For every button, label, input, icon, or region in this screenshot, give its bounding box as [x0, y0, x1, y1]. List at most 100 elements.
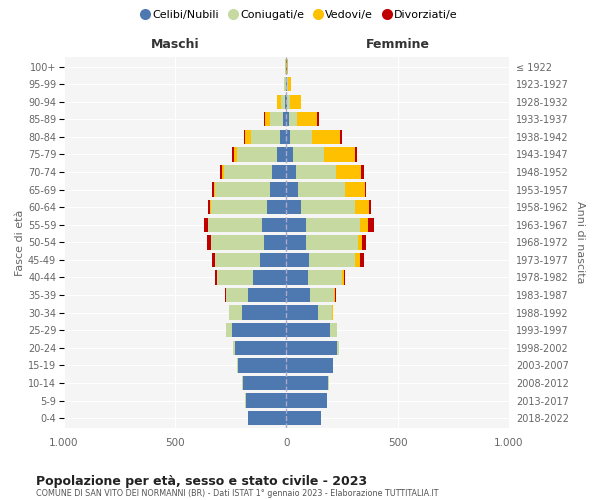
Bar — [208, 218, 262, 232]
Text: Popolazione per età, sesso e stato civile - 2023: Popolazione per età, sesso e stato civil… — [36, 474, 367, 488]
Bar — [251, 130, 280, 144]
Bar — [296, 165, 337, 179]
Bar — [226, 288, 248, 302]
Bar — [248, 411, 286, 426]
Bar — [318, 306, 332, 320]
Bar — [211, 235, 264, 250]
Bar — [285, 94, 286, 109]
Bar — [355, 147, 357, 162]
Bar — [290, 130, 312, 144]
Bar — [332, 358, 334, 372]
Bar — [211, 200, 267, 214]
Bar — [331, 323, 337, 338]
Bar — [220, 165, 222, 179]
Bar — [237, 358, 238, 372]
Bar — [262, 218, 286, 232]
Bar — [345, 182, 365, 197]
Bar — [283, 112, 286, 126]
Bar — [212, 252, 215, 267]
Bar — [286, 94, 287, 109]
Bar — [344, 270, 345, 284]
Bar — [362, 235, 366, 250]
Bar — [335, 288, 336, 302]
Bar — [235, 340, 286, 355]
Bar — [226, 323, 232, 338]
Bar — [286, 182, 298, 197]
Bar — [306, 218, 360, 232]
Bar — [225, 288, 226, 302]
Bar — [286, 252, 310, 267]
Bar — [236, 147, 277, 162]
Bar — [222, 165, 224, 179]
Bar — [270, 182, 286, 197]
Bar — [286, 165, 296, 179]
Bar — [287, 77, 288, 92]
Bar — [229, 306, 242, 320]
Bar — [286, 306, 318, 320]
Bar — [286, 323, 331, 338]
Bar — [242, 306, 286, 320]
Y-axis label: Fasce di età: Fasce di età — [15, 209, 25, 276]
Bar — [306, 235, 358, 250]
Bar — [312, 130, 340, 144]
Bar — [286, 358, 332, 372]
Bar — [233, 340, 235, 355]
Bar — [286, 235, 306, 250]
Bar — [245, 130, 251, 144]
Bar — [232, 323, 286, 338]
Bar — [298, 182, 345, 197]
Bar — [286, 147, 293, 162]
Bar — [232, 147, 234, 162]
Text: Maschi: Maschi — [151, 38, 199, 51]
Bar — [325, 147, 355, 162]
Bar — [334, 288, 335, 302]
Bar — [264, 235, 286, 250]
Bar — [244, 130, 245, 144]
Bar — [286, 411, 321, 426]
Bar — [260, 252, 286, 267]
Bar — [245, 394, 286, 407]
Bar — [224, 165, 272, 179]
Bar — [281, 94, 285, 109]
Bar — [242, 376, 286, 390]
Bar — [265, 112, 270, 126]
Bar — [286, 340, 337, 355]
Bar — [286, 394, 327, 407]
Bar — [270, 112, 283, 126]
Text: Femmine: Femmine — [365, 38, 430, 51]
Bar — [337, 165, 361, 179]
Bar — [272, 165, 286, 179]
Bar — [286, 218, 306, 232]
Bar — [337, 340, 339, 355]
Bar — [214, 182, 215, 197]
Bar — [355, 252, 359, 267]
Bar — [369, 200, 371, 214]
Bar — [290, 94, 301, 109]
Bar — [248, 288, 286, 302]
Bar — [317, 112, 319, 126]
Bar — [210, 200, 211, 214]
Bar — [340, 130, 342, 144]
Bar — [277, 147, 286, 162]
Bar — [267, 200, 286, 214]
Bar — [361, 165, 364, 179]
Bar — [287, 94, 290, 109]
Bar — [234, 147, 236, 162]
Bar — [217, 270, 253, 284]
Legend: Celibi/Nubili, Coniugati/e, Vedovi/e, Divorziati/e: Celibi/Nubili, Coniugati/e, Vedovi/e, Di… — [138, 6, 462, 25]
Bar — [289, 112, 297, 126]
Bar — [286, 270, 308, 284]
Bar — [286, 112, 289, 126]
Bar — [253, 270, 286, 284]
Bar — [310, 288, 334, 302]
Bar — [358, 235, 362, 250]
Bar — [208, 200, 210, 214]
Bar — [238, 358, 286, 372]
Bar — [208, 235, 211, 250]
Bar — [360, 218, 368, 232]
Bar — [284, 77, 286, 92]
Bar — [293, 147, 325, 162]
Bar — [286, 376, 328, 390]
Bar — [215, 182, 270, 197]
Bar — [359, 252, 364, 267]
